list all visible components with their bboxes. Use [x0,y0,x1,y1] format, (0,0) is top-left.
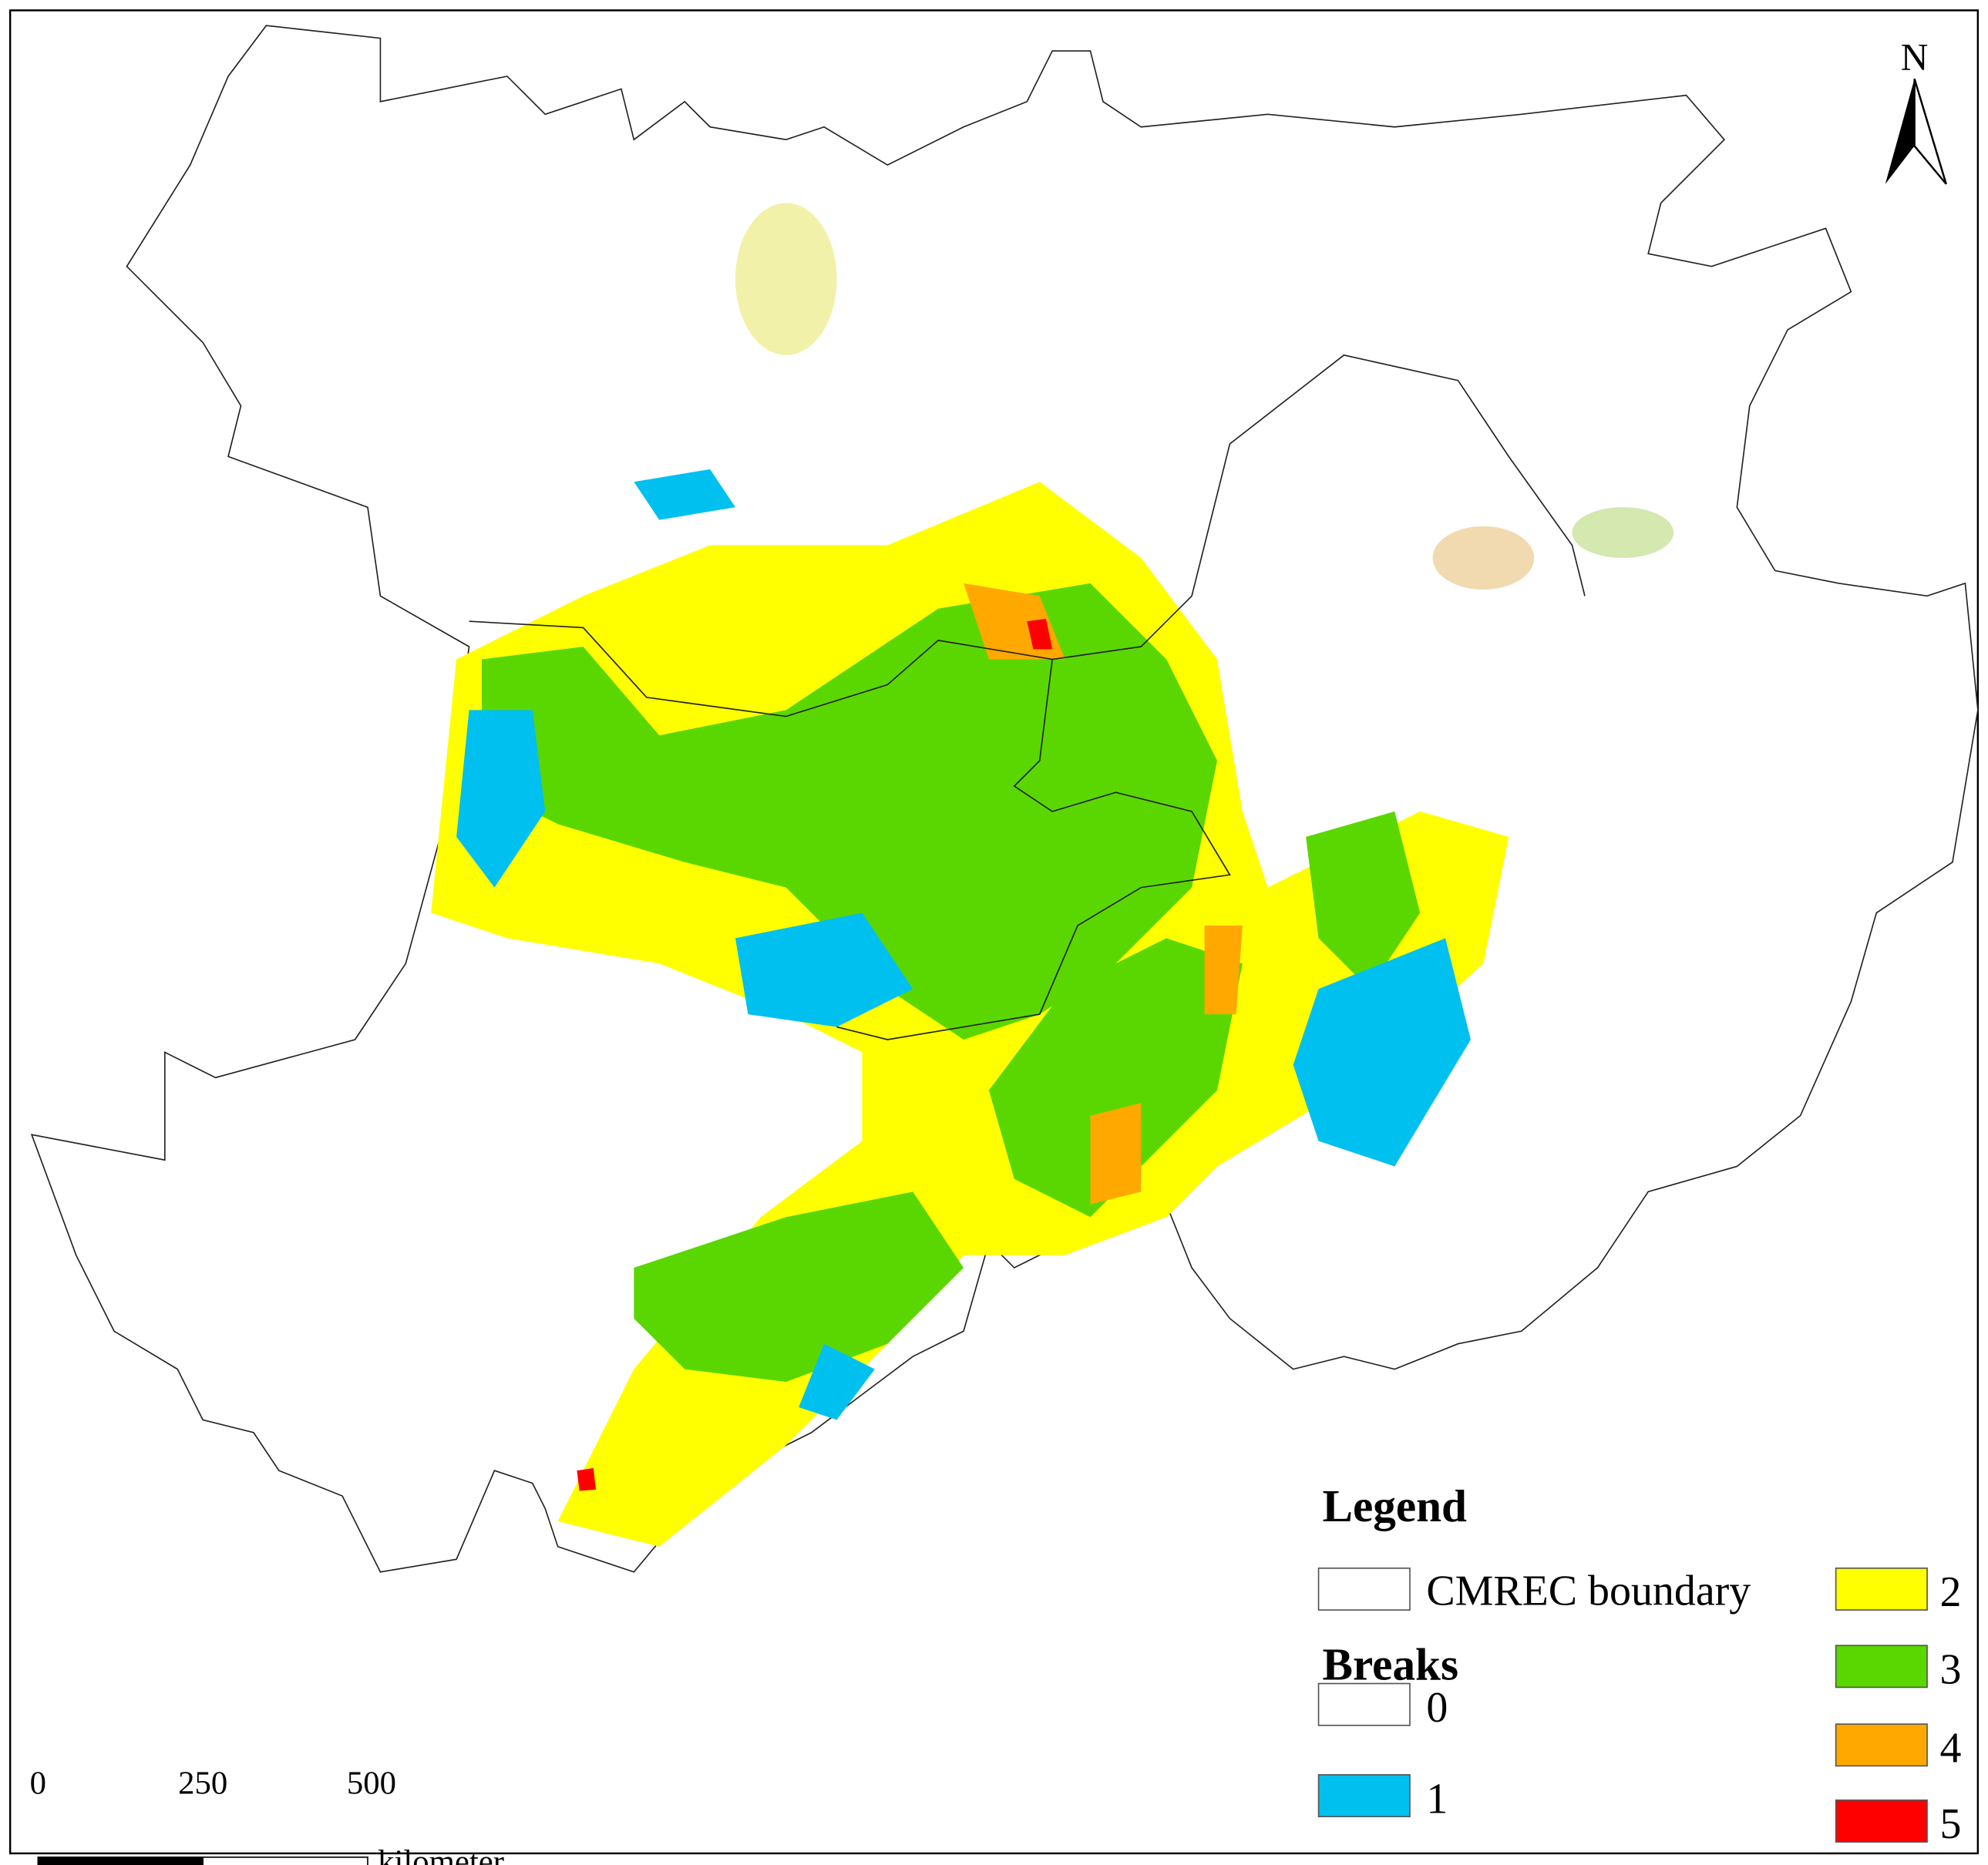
legend-subtitle: Breaks [1322,1639,1458,1690]
patch-class-1 [1293,938,1471,1167]
scale-label: 0 [30,1766,46,1802]
patch-sparse [1432,526,1535,590]
legend-swatch [1835,1568,1928,1611]
scale-label: 250 [178,1766,227,1802]
legend-swatch [1835,1799,1928,1843]
legend-label: CMREC boundary [1426,1568,1751,1615]
legend-swatch [1317,1774,1411,1818]
scale-bar-segment [202,1857,368,1865]
patch-class-3 [482,583,1217,1040]
north-arrow [1913,78,1947,185]
scale-label: 500 [347,1766,396,1802]
patch-class-3 [1306,811,1421,990]
scale-unit: kilometer [378,1844,504,1865]
legend-label: 0 [1426,1684,1448,1732]
legend-label: 4 [1939,1725,1961,1773]
patch-class-4 [1204,925,1243,1015]
legend-classes: 0 1 2 3 4 5 [1317,1568,1961,1848]
patch-class-1 [799,1343,875,1420]
scale-bar-segment [37,1857,204,1865]
internal-boundary [836,659,1231,1040]
north-label: N [1901,36,1929,79]
legend-swatch [1835,1645,1928,1689]
legend-label: 2 [1939,1568,1961,1616]
legend-title: Legend [1322,1480,1467,1531]
class-patches [431,203,1674,1547]
legend-label: 3 [1939,1646,1961,1694]
legend-swatch [1317,1682,1411,1726]
patch-class-1 [456,710,546,888]
legend-label: 5 [1939,1800,1961,1848]
patch-class-3 [988,938,1243,1218]
legend-swatch [1317,1568,1411,1611]
patch-class-1 [735,912,913,1027]
patch-class-5 [577,1467,597,1491]
patch-class-5 [1027,618,1053,650]
patch-sparse [735,203,837,355]
patch-class-4 [1090,1103,1142,1205]
patch-class-1 [634,469,735,520]
legend-label: 1 [1426,1775,1448,1823]
patch-sparse [1572,507,1674,558]
internal-boundary [469,354,1586,717]
north-arrow [1885,79,1915,184]
legend-swatch [1835,1723,1928,1767]
patch-class-3 [634,1191,964,1383]
